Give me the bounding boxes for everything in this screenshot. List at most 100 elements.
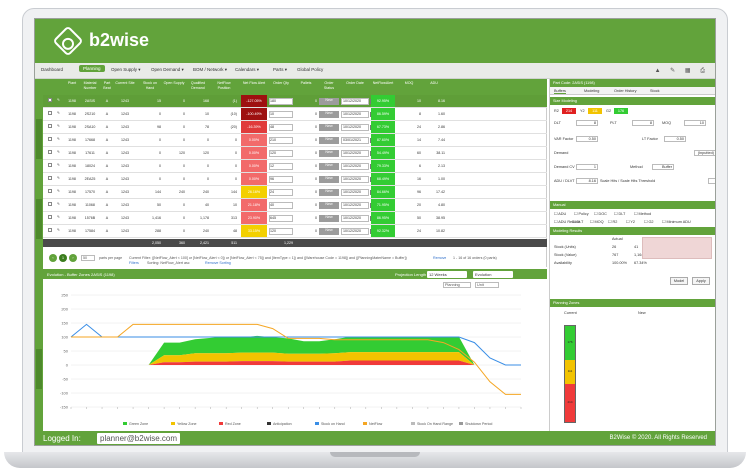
order-qty-input[interactable]: 40 [269,202,293,209]
current-page-button[interactable]: 1 [59,254,67,262]
grid-col-header[interactable]: Part Beat [103,81,111,90]
order-status-badge[interactable]: New [319,124,339,131]
order-status-badge[interactable]: New [319,228,339,235]
order-date-input[interactable]: 10/12/2020 [341,202,369,209]
grid-col-header[interactable]: Pallets [300,81,312,85]
manual-option-2[interactable]: ☐ Minimum ADU [662,220,691,224]
toolbar-item-2[interactable]: Open Supply ▾ [111,67,141,72]
row-checkbox[interactable] [48,175,52,180]
field-input[interactable]: Buffer [652,164,674,170]
table-row[interactable]: ✎ 1198 2ASIS A 1243 15 0 168 (1) -127.05% 180 0 New 1… [43,95,547,108]
field-input[interactable]: 8 [632,120,654,126]
grid-col-header[interactable]: Net Flow Alert [242,81,266,85]
manual-option-doc[interactable]: ☐ DOC [594,212,607,216]
order-qty-input[interactable]: 180 [269,98,293,105]
order-date-input[interactable]: 10/12/2020 [341,98,369,105]
order-date-input[interactable]: 10/12/2020 [341,228,369,235]
manual-option-2[interactable]: ☐ R2 [608,220,618,224]
grid-col-header[interactable]: Order Status [323,81,335,90]
grid-col-header[interactable]: Plant [67,81,77,85]
sidebar-tab-properties[interactable] [36,349,42,389]
grid-col-header[interactable]: NetFlow Position [217,81,231,90]
row-checkbox[interactable] [48,123,52,128]
row-checkbox[interactable] [48,110,52,115]
manual-option-policy[interactable]: ☐ Policy [574,212,589,216]
manual-option-2[interactable]: ☐ MOQ [590,220,604,224]
order-date-input[interactable]: 10/12/2020 [341,163,369,170]
grid-col-header[interactable]: Open Supply [163,81,185,85]
manual-option-2[interactable]: ☐ Y2 [626,220,636,224]
grid-col-header[interactable]: Qualified Demand [190,81,206,90]
edit-icon[interactable]: ✎ [57,137,61,141]
order-qty-input[interactable]: 24 [269,189,293,196]
next-page-icon[interactable]: › [69,254,77,262]
toolbar-item-7[interactable]: Global Policy [297,67,324,72]
order-qty-input[interactable]: 96 [269,176,293,183]
order-qty-input[interactable]: 645 [269,215,293,222]
remove-sorting-link[interactable]: Remove Sorting [205,261,231,265]
manual-option-2[interactable]: ☐ DLT [572,220,584,224]
field-input[interactable]: 10 [684,120,706,126]
order-status-badge[interactable]: New [319,137,339,144]
grid-col-header[interactable]: ADU [430,81,438,85]
order-status-badge[interactable]: New [319,215,339,222]
planning-select[interactable]: Planning [443,282,471,288]
order-date-input[interactable]: 10/12/2020 [341,150,369,157]
order-qty-input[interactable]: 120 [269,228,293,235]
edit-icon[interactable]: ✎ [57,202,61,206]
row-checkbox[interactable] [48,162,52,167]
table-row[interactable]: ✎ 1198 18024 A 1243 0 0 0 0 0.00% 12 0 New 10/12/2020… [43,160,547,173]
order-date-input[interactable]: 10/12/2020 [341,189,369,196]
toolbar-item-0[interactable]: Dashboard [41,67,64,72]
table-row[interactable]: ✎ 1198 11068 A 1243 50 0 40 10 21.18% 40 0 New 10/12/… [43,199,547,212]
order-status-badge[interactable]: New [319,150,339,157]
order-qty-input[interactable]: 48 [269,124,293,131]
grid-col-header[interactable]: Current Site [115,81,135,85]
toolbar-item-4[interactable]: BOM / Network ▾ [193,67,228,72]
row-checkbox[interactable] [48,201,52,206]
sidebar-tab-views[interactable] [36,199,42,239]
grid-col-header[interactable]: Material Number [83,81,97,90]
row-checkbox[interactable] [48,188,52,193]
table-row[interactable]: ✎ 1198 17584 A 1243 288 0 240 48 33.15% 120 0 New 10/… [43,225,547,238]
order-date-input[interactable]: 10/12/2020 [341,176,369,183]
row-checkbox[interactable] [48,136,52,141]
row-checkbox[interactable] [48,149,52,154]
toolbar-item-1[interactable]: Planning [79,65,105,72]
field-input[interactable]: (Inputted) [694,150,715,156]
table-row[interactable]: ✎ 1198 1576B A 1243 1,416 0 1,178 313 23.90% 645 0 N… [43,212,547,225]
edit-icon[interactable]: ✎ [57,163,61,167]
order-status-badge[interactable]: New [319,111,339,118]
order-status-badge[interactable]: New [319,98,339,105]
unit-select[interactable]: Unit [475,282,499,288]
order-status-badge[interactable]: New [319,189,339,196]
field-input[interactable]: 8.16 [576,178,598,184]
manual-option-2[interactable]: ☐ ADU Reduce [554,220,581,224]
order-qty-input[interactable]: 120 [269,150,293,157]
edit-icon[interactable]: ✎ [57,228,61,232]
tab-stock[interactable]: Stock [650,89,660,93]
grid-col-header[interactable]: Stock on Hand [143,81,157,90]
edit-icon[interactable]: ✎ [57,215,61,219]
order-status-badge[interactable]: New [319,176,339,183]
edit-icon[interactable]: ✎ [57,176,61,180]
filters-link[interactable]: Filters [129,261,139,265]
field-input[interactable]: 0.50 [664,136,686,142]
order-date-input[interactable]: 03/01/2021 [341,137,369,144]
tab-order-history[interactable]: Order History [614,89,637,93]
field-input[interactable]: 8 [576,120,598,126]
toolbar-icons[interactable]: ▲ ✎ ▦ ⎙ [654,68,709,74]
table-row[interactable]: ✎ 1198 17668 A 1243 0 0 0 0 0.00% 210 0 New 03/01/202… [43,134,547,147]
order-date-input[interactable]: 10/12/2020 [341,111,369,118]
row-checkbox[interactable] [48,227,52,232]
order-qty-input[interactable]: 210 [269,137,293,144]
per-page-select[interactable]: 50 [81,255,95,261]
tab-modeling[interactable]: Modeling [584,89,600,93]
manual-option-adu[interactable]: ☐ ADU [554,212,567,216]
edit-icon[interactable]: ✎ [57,98,61,102]
table-row[interactable]: ✎ 1198 2S210 A 1243 0 0 10 (10) -100.49% 10 0 New 10/… [43,108,547,121]
edit-icon[interactable]: ✎ [57,150,61,154]
apply-button[interactable]: Apply [692,277,710,285]
order-date-input[interactable]: 10/12/2020 [341,215,369,222]
chart-mode-select[interactable]: Evolution [473,270,513,278]
